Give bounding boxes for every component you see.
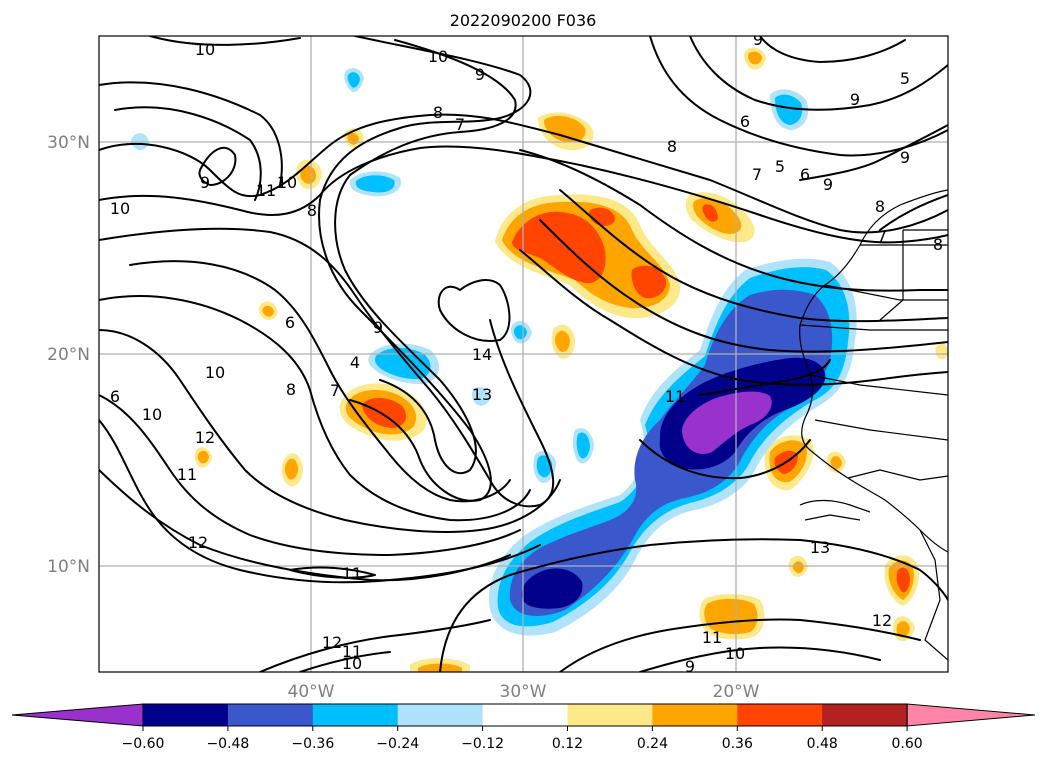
contour-label: 8 <box>307 201 317 220</box>
contour-label: 7 <box>877 227 887 246</box>
colorbar-tick-label: 0.36 <box>722 736 753 752</box>
colorbar-segment <box>143 704 229 726</box>
contour-label: 8 <box>667 137 677 156</box>
contour-labels: 10 10 9 9 8 7 6 9 9 8 11 10 8 9 10 7 9 6… <box>110 30 943 676</box>
colorbar-segment <box>397 704 484 726</box>
contour-label: 11 <box>256 181 276 200</box>
contour-label: 9 <box>685 657 695 676</box>
colorbar-tick-label: 0.60 <box>892 736 923 752</box>
colorbar-tick-label: −0.36 <box>291 736 334 752</box>
contour-label: 8 <box>933 235 943 254</box>
lat-label-10n: 10°N <box>47 557 90 577</box>
colorbar-segment <box>737 704 823 726</box>
colorbar-tick-label: −0.60 <box>122 736 165 752</box>
contour-label: 10 <box>428 47 448 66</box>
colorbar-segment <box>227 704 314 726</box>
contour-label: 13 <box>472 385 492 404</box>
contour-label: 6 <box>800 165 810 184</box>
contour-label: 9 <box>373 318 383 337</box>
contour-label: 14 <box>472 345 492 364</box>
contour-label: 12 <box>195 428 215 447</box>
graticule <box>99 36 948 672</box>
colorbar-tick-label: 0.48 <box>807 736 838 752</box>
colorbar-tick-label: 0.24 <box>637 736 668 752</box>
colorbar-tick-label: −0.24 <box>376 736 419 752</box>
contour-label: 13 <box>810 538 830 557</box>
contour-label: 9 <box>850 90 860 109</box>
contour-label: 10 <box>195 40 215 59</box>
contour-label: 10 <box>205 363 225 382</box>
contour-label: 9 <box>753 30 763 49</box>
map-title: 2022090200 F036 <box>450 11 597 30</box>
lat-label-30n: 30°N <box>47 133 90 153</box>
colorbar-extend-max <box>906 703 1036 727</box>
colorbar-tick-label: −0.48 <box>206 736 249 752</box>
colorbar-tick-label: 0.12 <box>552 736 583 752</box>
colorbar-tick-label: −0.12 <box>461 736 504 752</box>
contour-label: 12 <box>188 533 208 552</box>
lon-label-30w: 30°W <box>500 682 547 702</box>
contour-label: 9 <box>900 148 910 167</box>
contour-label: 6 <box>110 387 120 406</box>
colorbar-segment <box>482 704 568 726</box>
map-area: 10 10 9 9 8 7 6 9 9 8 11 10 8 9 10 7 9 6… <box>99 30 948 676</box>
colorbar: −0.60 −0.48 −0.36 −0.24 −0.12 0.12 0.24 0.36 0.4… <box>11 703 1036 752</box>
contour-label: 7 <box>455 115 465 134</box>
contour-label: 7 <box>752 165 762 184</box>
contour-label: 10 <box>277 173 297 192</box>
contour-label: 8 <box>875 197 885 216</box>
negative-anomaly-fill <box>131 68 857 636</box>
colorbar-segment <box>822 704 908 726</box>
lon-label-40w: 40°W <box>288 682 335 702</box>
colorbar-segment <box>652 704 738 726</box>
contour-label: 10 <box>725 644 745 663</box>
contour-label: 8 <box>433 103 443 122</box>
contour-label: 6 <box>285 313 295 332</box>
contour-label: 5 <box>775 157 785 176</box>
contour-label: 11 <box>342 642 362 661</box>
contour-label: 8 <box>286 380 296 399</box>
positive-anomaly-fill <box>194 47 948 672</box>
height-contours <box>99 36 948 672</box>
colorbar-frame <box>142 703 908 727</box>
contour-label: 10 <box>110 199 130 218</box>
contour-label: 10 <box>342 654 362 673</box>
contour-label: 9 <box>823 175 833 194</box>
contour-label: 5 <box>900 69 910 88</box>
longitude-labels: 40°W 30°W 20°W <box>288 682 760 702</box>
contour-label: 4 <box>350 353 360 372</box>
contour-label: 11 <box>177 465 197 484</box>
map-frame <box>98 35 949 673</box>
contour-label: 12 <box>872 611 892 630</box>
contour-label: 6 <box>740 112 750 131</box>
colorbar-extend-min <box>11 703 144 727</box>
contour-label: 11 <box>702 628 722 647</box>
coastline <box>799 189 948 661</box>
contour-label: 12 <box>322 633 342 652</box>
contour-label: 7 <box>330 381 340 400</box>
contour-label: 11 <box>665 387 685 406</box>
contour-label: 9 <box>200 173 210 192</box>
colorbar-segment <box>567 704 653 726</box>
lon-label-20w: 20°W <box>713 682 760 702</box>
colorbar-segment <box>312 704 399 726</box>
lat-label-20n: 20°N <box>47 345 90 365</box>
latitude-labels: 30°N 20°N 10°N <box>47 133 90 577</box>
contour-label: 10 <box>142 405 162 424</box>
contour-label: 9 <box>475 65 485 84</box>
contour-label: 11 <box>342 564 362 583</box>
